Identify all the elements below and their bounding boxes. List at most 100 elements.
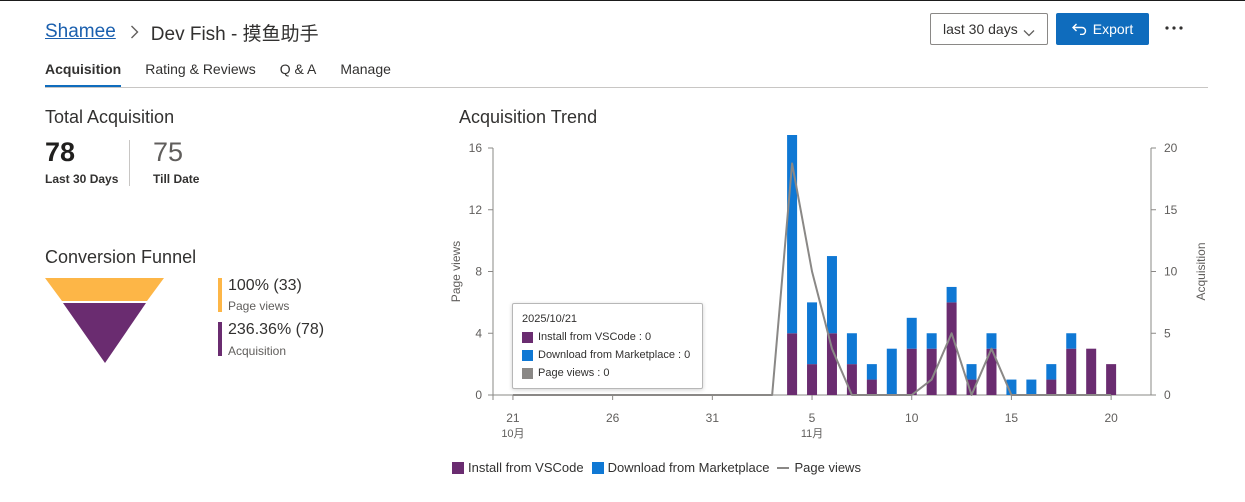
bar-install	[787, 333, 798, 395]
bar-download	[966, 364, 977, 380]
tab-bar: Acquisition Rating & Reviews Q & A Manag…	[45, 61, 415, 87]
bar-download	[886, 348, 897, 395]
tab-rating-reviews[interactable]: Rating & Reviews	[145, 61, 256, 77]
extension-title: Dev Fish - 摸鱼助手	[150, 23, 319, 45]
funnel-acquisition-value: 236.36% (78)	[228, 321, 325, 338]
bar-install	[1086, 348, 1097, 395]
export-button[interactable]: Export	[1056, 13, 1149, 45]
funnel-acquisition-marker	[218, 322, 222, 356]
bar-download	[866, 364, 877, 380]
bar-download	[1066, 333, 1077, 349]
tooltip-install-swatch	[522, 331, 533, 343]
date-range-label: last 30 days	[943, 21, 1018, 37]
total-acquisition-title: Total Acquisition	[45, 107, 175, 127]
bar-install	[1106, 364, 1117, 395]
funnel-acquisition-label: Acquisition	[228, 344, 287, 358]
right-tick-label: 15	[1164, 203, 1178, 217]
publisher-link[interactable]: Shamee	[45, 21, 116, 42]
acquisition-trend-chart[interactable]: 0 4 8 12 16 0 5 10 15 20 21 10月 26 31 5 11月 10 15 20 Page v…	[440, 135, 1230, 445]
more-icon	[1165, 26, 1183, 30]
tab-acquisition[interactable]: Acquisition	[45, 61, 122, 87]
funnel-graphic	[45, 278, 164, 363]
bar-install	[966, 379, 977, 395]
breadcrumb: Shamee Dev Fish - 摸鱼助手	[45, 19, 319, 45]
right-tick-label: 0	[1164, 388, 1171, 402]
bar-install	[986, 348, 997, 395]
date-range-dropdown[interactable]: last 30 days	[930, 13, 1048, 45]
bar-download	[826, 256, 837, 334]
bar-download	[986, 333, 997, 349]
bar-install	[866, 379, 877, 395]
tab-manage[interactable]: Manage	[340, 61, 391, 77]
chart-legend: Install from VSCode Download from Market…	[452, 460, 869, 475]
legend-pageviews-line	[777, 466, 790, 469]
left-tick-label: 16	[469, 141, 483, 155]
bar-download	[906, 317, 917, 349]
bar-download	[926, 333, 937, 349]
tab-divider	[45, 87, 1208, 88]
legend-install[interactable]: Install from VSCode	[452, 460, 584, 475]
bar-install	[807, 364, 818, 395]
x-tick-label: 20	[1104, 411, 1118, 425]
chevron-right-icon	[130, 25, 139, 39]
bar-download	[946, 286, 957, 303]
funnel-page-views-label: Page views	[228, 299, 290, 313]
bar-install	[846, 364, 857, 395]
bar-install	[926, 348, 937, 395]
right-tick-label: 5	[1164, 326, 1171, 340]
legend-pageviews[interactable]: Page views	[777, 460, 861, 475]
x-tick-label: 26	[606, 411, 620, 425]
legend-download-label: Download from Marketplace	[607, 460, 770, 475]
funnel-page-views-value: 100% (33)	[228, 277, 302, 294]
bar-download	[1026, 379, 1037, 395]
export-icon	[1071, 23, 1086, 35]
left-tick-label: 12	[469, 203, 483, 217]
x-tick-label: 10	[905, 411, 919, 425]
bar-download	[846, 333, 857, 365]
bar-install	[1046, 379, 1057, 395]
bar-install	[906, 348, 917, 395]
tooltip-install: Install from VSCode : 0	[538, 331, 652, 343]
x-tick-month-label: 10月	[501, 428, 524, 440]
export-label: Export	[1092, 21, 1134, 37]
legend-install-swatch	[452, 461, 464, 474]
stat-divider	[129, 140, 130, 186]
bar-download	[1006, 379, 1017, 395]
tooltip-date: 2025/10/21	[522, 313, 578, 325]
x-tick-label: 31	[706, 411, 720, 425]
till-date-value: 75	[153, 137, 184, 167]
legend-install-label: Install from VSCode	[468, 460, 584, 475]
funnel-top-segment	[45, 278, 164, 301]
bar-download	[1046, 364, 1057, 380]
funnel-bottom-segment	[63, 303, 146, 363]
x-tick-label: 15	[1005, 411, 1019, 425]
left-tick-label: 4	[475, 326, 482, 340]
bar-install	[826, 333, 837, 395]
last-30-days-value: 78	[45, 137, 76, 167]
legend-download[interactable]: Download from Marketplace	[591, 460, 770, 475]
right-axis-title: Acquisition	[1194, 242, 1208, 300]
left-axis-title: Page views	[449, 241, 463, 302]
chevron-down-icon	[1023, 24, 1035, 40]
bar-install	[946, 302, 957, 395]
last-30-days-label: Last 30 Days	[45, 172, 119, 186]
x-tick-month-label: 11月	[801, 428, 823, 440]
left-tick-label: 8	[475, 265, 482, 279]
legend-pageviews-label: Page views	[794, 460, 861, 475]
chart-tooltip: 2025/10/21 Install from VSCode : 0 Downl…	[512, 303, 703, 389]
funnel-page-views-marker	[218, 278, 222, 312]
conversion-funnel-title: Conversion Funnel	[45, 247, 197, 267]
tooltip-pageviews-swatch	[522, 367, 533, 379]
x-tick-label: 5	[809, 411, 816, 425]
tooltip-download-swatch	[522, 349, 533, 361]
left-tick-label: 0	[475, 388, 482, 402]
till-date-label: Till Date	[153, 172, 200, 186]
bar-install	[1066, 348, 1077, 395]
more-options-button[interactable]	[1163, 17, 1185, 39]
right-tick-label: 10	[1164, 265, 1178, 279]
tab-qa[interactable]: Q & A	[279, 61, 317, 77]
line-page-views	[512, 162, 1112, 396]
right-tick-label: 20	[1164, 141, 1178, 155]
x-tick-label: 21	[506, 411, 520, 425]
tooltip-download: Download from Marketplace : 0	[538, 349, 691, 361]
